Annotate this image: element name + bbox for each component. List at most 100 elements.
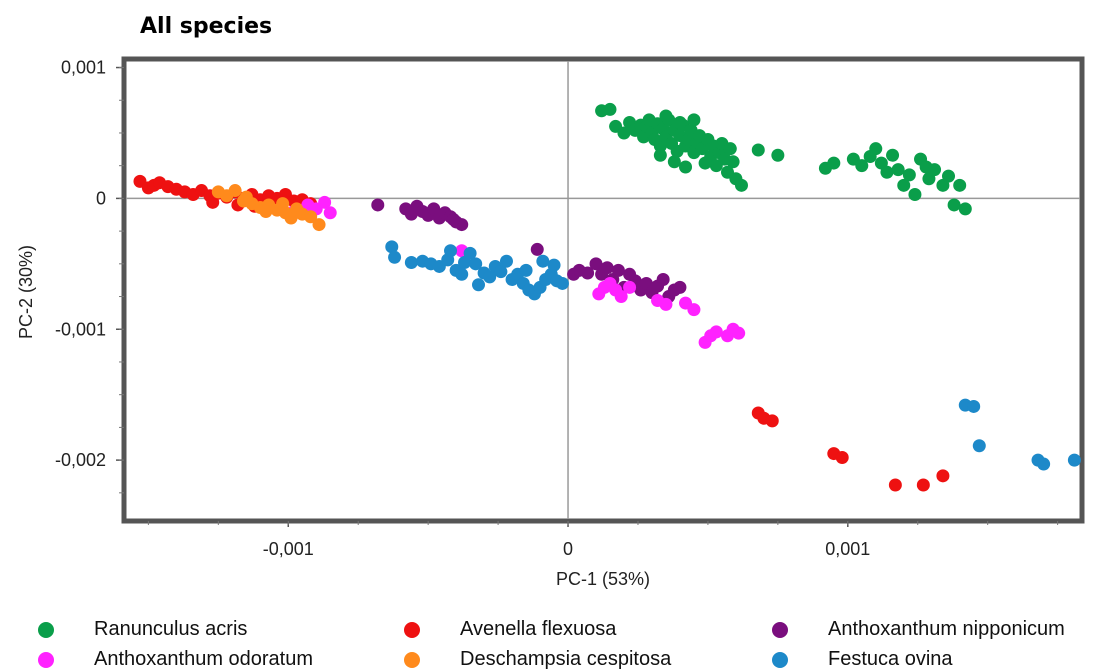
- data-point: [667, 155, 681, 169]
- data-point: [888, 478, 902, 492]
- data-point: [547, 258, 561, 272]
- data-point: [656, 273, 670, 287]
- data-point: [972, 439, 986, 453]
- series-festuca-ovina: [385, 240, 1081, 471]
- data-point: [1067, 453, 1081, 467]
- legend-marker: [38, 621, 54, 638]
- data-point: [936, 469, 950, 483]
- data-point: [371, 198, 385, 212]
- scatter-plot: -0,001 0 0,001 0,001 0 -0,001 -0,002 PC-1 (53%…: [16, 56, 1085, 589]
- data-point: [673, 280, 687, 294]
- legend-marker: [772, 651, 788, 668]
- data-point: [555, 276, 569, 290]
- data-point: [455, 267, 469, 281]
- data-point: [709, 325, 723, 339]
- legend-label: Anthoxanthum odoratum: [94, 648, 314, 670]
- data-point: [603, 102, 617, 116]
- data-point: [239, 190, 253, 204]
- data-point: [530, 242, 544, 256]
- data-point: [855, 159, 869, 173]
- data-point: [653, 148, 667, 162]
- data-point: [581, 266, 595, 280]
- x-axis-title: PC-1 (53%): [556, 569, 650, 589]
- chart-title: All species: [140, 14, 273, 39]
- data-point: [623, 280, 637, 294]
- x-tick-label: 0,001: [825, 539, 870, 559]
- data-point: [734, 178, 748, 192]
- data-point: [897, 178, 911, 192]
- data-point: [967, 399, 981, 413]
- x-tick-label: -0,001: [263, 539, 314, 559]
- data-point: [765, 414, 779, 428]
- data-point: [611, 263, 625, 277]
- data-point: [276, 197, 290, 211]
- data-point: [958, 202, 972, 216]
- data-point: [318, 195, 332, 209]
- y-axis-title: PC-2 (30%): [16, 245, 36, 339]
- data-points: [133, 102, 1081, 492]
- series-deschampsia-cespitosa: [211, 184, 326, 232]
- data-point: [446, 212, 460, 226]
- data-point: [659, 109, 673, 123]
- data-point: [614, 290, 628, 304]
- data-point: [726, 155, 740, 169]
- series-anthoxanthum-nipponicum: [371, 198, 687, 304]
- data-point: [536, 254, 550, 268]
- data-point: [908, 187, 922, 201]
- data-point: [771, 148, 785, 162]
- data-point: [880, 165, 894, 179]
- data-point: [388, 250, 402, 264]
- data-point: [589, 257, 603, 271]
- y-tick-label: -0,001: [55, 319, 106, 339]
- data-point: [891, 163, 905, 177]
- legend-marker: [38, 651, 54, 668]
- data-point: [206, 195, 220, 209]
- data-point: [444, 244, 458, 258]
- axis-ticks: -0,001 0 0,001 0,001 0 -0,001 -0,002: [55, 58, 1059, 559]
- data-point: [323, 206, 337, 220]
- data-point: [947, 198, 961, 212]
- data-point: [869, 142, 883, 156]
- legend-item: Anthoxanthum odoratum: [38, 648, 313, 671]
- y-tick-label: 0: [96, 188, 106, 208]
- data-point: [1037, 457, 1051, 471]
- legend-label: Deschampsia cespitosa: [460, 648, 672, 670]
- data-point: [835, 450, 849, 464]
- data-point: [673, 116, 687, 130]
- data-point: [494, 265, 508, 279]
- y-tick-label: 0,001: [61, 58, 106, 78]
- data-point: [472, 278, 486, 292]
- data-point: [469, 257, 483, 271]
- legend-item: Avenella flexuosa: [404, 618, 616, 641]
- data-point: [483, 270, 497, 284]
- data-point: [827, 156, 841, 170]
- data-point: [902, 168, 916, 182]
- data-point: [953, 178, 967, 192]
- data-point: [385, 240, 399, 254]
- data-point: [600, 261, 614, 275]
- data-point: [942, 169, 956, 183]
- legend-label: Ranunculus acris: [94, 618, 248, 640]
- y-tick-label: -0,002: [55, 450, 106, 470]
- x-tick-label: 0: [563, 539, 573, 559]
- data-point: [304, 210, 318, 224]
- series-anthoxanthum-odoratum: [287, 195, 746, 349]
- data-point: [916, 478, 930, 492]
- data-point: [751, 143, 765, 157]
- legend-item: Festuca ovina: [772, 648, 953, 671]
- data-point: [617, 126, 631, 140]
- data-point: [723, 142, 737, 156]
- data-point: [687, 303, 701, 317]
- data-point: [312, 218, 326, 232]
- legend-marker: [404, 621, 420, 638]
- legend-marker: [772, 621, 788, 638]
- data-point: [886, 148, 900, 162]
- data-point: [928, 163, 942, 177]
- legend-label: Festuca ovina: [828, 648, 953, 670]
- legend-item: Deschampsia cespitosa: [404, 648, 671, 671]
- data-point: [659, 297, 673, 311]
- data-point: [732, 326, 746, 340]
- legend-label: Avenella flexuosa: [460, 618, 617, 640]
- legend-label: Anthoxanthum nipponicum: [828, 618, 1065, 640]
- series-ranunculus-acris: [595, 102, 972, 216]
